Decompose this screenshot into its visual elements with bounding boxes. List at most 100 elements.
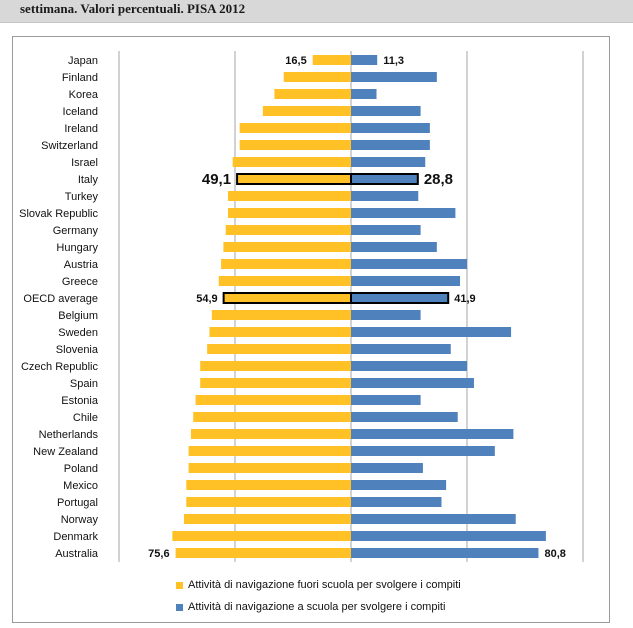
data-label-school-japan: 11,3: [383, 55, 404, 67]
category-label-iceland: Iceland: [63, 106, 98, 118]
category-label-korea: Korea: [69, 89, 99, 101]
bar-school-turkey: [351, 191, 419, 201]
bar-school-denmark: [351, 531, 546, 541]
bar-school-austria: [351, 259, 467, 269]
bar-outside-czech-republic: [200, 361, 351, 371]
legend-item-outside: Attività di navigazione fuori scuola per…: [176, 578, 596, 596]
category-label-ireland: Ireland: [64, 123, 98, 135]
data-label-outside-oecd-average: 54,9: [196, 293, 217, 305]
category-label-spain: Spain: [70, 378, 98, 390]
bar-outside-italy: [236, 173, 352, 185]
category-label-hungary: Hungary: [56, 242, 98, 254]
category-label-switzerland: Switzerland: [41, 140, 98, 152]
bar-outside-iceland: [262, 106, 351, 116]
bar-outside-sweden: [209, 327, 351, 337]
bar-outside-chile: [193, 412, 351, 422]
bar-school-netherlands: [351, 429, 514, 439]
data-label-school-oecd-average: 41,9: [454, 293, 475, 305]
category-label-slovak-republic: Slovak Republic: [19, 208, 98, 220]
bar-school-oecd-average: [350, 292, 450, 304]
category-label-denmark: Denmark: [53, 531, 98, 543]
bar-school-germany: [351, 225, 421, 235]
category-label-netherlands: Netherlands: [39, 429, 99, 441]
data-label-outside-japan: 16,5: [285, 55, 306, 67]
data-label-school-italy: 28,8: [424, 171, 453, 188]
bar-school-spain: [351, 378, 474, 388]
bar-outside-netherlands: [190, 429, 351, 439]
bar-outside-korea: [274, 89, 351, 99]
bar-outside-belgium: [211, 310, 351, 320]
chart-frame: Japan 16,5 11,3 Finland Korea Iceland Ireland S…: [12, 36, 610, 623]
bar-school-japan: [351, 55, 378, 65]
category-label-mexico: Mexico: [63, 480, 98, 492]
bar-school-greece: [351, 276, 461, 286]
bar-outside-austria: [221, 259, 351, 269]
category-label-estonia: Estonia: [61, 395, 99, 407]
bar-school-australia: [351, 548, 539, 558]
category-label-austria: Austria: [64, 259, 99, 271]
bar-outside-slovak-republic: [228, 208, 351, 218]
bar-outside-hungary: [223, 242, 351, 252]
legend-label-school: Attività di navigazione a scuola per svo…: [188, 601, 446, 613]
bar-school-finland: [351, 72, 437, 82]
category-label-greece: Greece: [62, 276, 98, 288]
category-label-new-zealand: New Zealand: [33, 446, 98, 458]
bar-school-korea: [351, 89, 377, 99]
bar-outside-greece: [218, 276, 351, 286]
bar-outside-slovenia: [207, 344, 351, 354]
legend-label-outside: Attività di navigazione fuori scuola per…: [188, 579, 461, 591]
category-label-sweden: Sweden: [58, 327, 98, 339]
bar-school-portugal: [351, 497, 442, 507]
bar-school-new-zealand: [351, 446, 495, 456]
category-label-poland: Poland: [64, 463, 98, 475]
bar-outside-portugal: [186, 497, 351, 507]
bar-outside-spain: [200, 378, 351, 388]
bar-outside-australia: [175, 548, 351, 558]
category-label-australia: Australia: [55, 548, 99, 560]
bar-outside-finland: [283, 72, 351, 82]
bar-outside-switzerland: [239, 140, 351, 150]
bar-school-ireland: [351, 123, 430, 133]
bar-school-israel: [351, 157, 426, 167]
category-label-japan: Japan: [68, 55, 98, 67]
category-label-portugal: Portugal: [57, 497, 98, 509]
bar-school-czech-republic: [351, 361, 467, 371]
bar-outside-germany: [225, 225, 351, 235]
data-label-outside-italy: 49,1: [202, 171, 231, 188]
bar-outside-turkey: [228, 191, 351, 201]
category-label-turkey: Turkey: [65, 191, 99, 203]
bar-outside-ireland: [239, 123, 351, 133]
bar-school-italy: [350, 173, 419, 185]
bar-outside-poland: [188, 463, 351, 473]
category-label-slovenia: Slovenia: [56, 344, 99, 356]
bar-school-iceland: [351, 106, 421, 116]
bar-outside-denmark: [172, 531, 351, 541]
category-label-chile: Chile: [73, 412, 98, 424]
bar-outside-israel: [232, 157, 351, 167]
diverging-bar-chart: Japan 16,5 11,3 Finland Korea Iceland Ireland S…: [19, 51, 584, 562]
category-label-italy: Italy: [78, 174, 99, 186]
bar-school-estonia: [351, 395, 421, 405]
bar-outside-oecd-average: [222, 292, 352, 304]
legend-swatch-school: [176, 604, 183, 611]
category-label-finland: Finland: [62, 72, 98, 84]
bar-school-poland: [351, 463, 423, 473]
category-label-israel: Israel: [71, 157, 98, 169]
category-label-germany: Germany: [53, 225, 99, 237]
data-label-outside-australia: 75,6: [148, 548, 169, 560]
bar-school-hungary: [351, 242, 437, 252]
bar-school-slovak-republic: [351, 208, 456, 218]
bar-school-switzerland: [351, 140, 430, 150]
bar-school-chile: [351, 412, 458, 422]
figure-caption-bar: settimana. Valori percentuali. PISA 2012: [0, 0, 633, 23]
category-label-belgium: Belgium: [58, 310, 98, 322]
bar-school-norway: [351, 514, 516, 524]
bar-outside-norway: [183, 514, 351, 524]
bar-outside-mexico: [186, 480, 351, 490]
bar-school-slovenia: [351, 344, 451, 354]
bar-school-belgium: [351, 310, 421, 320]
category-label-norway: Norway: [61, 514, 99, 526]
category-label-oecd-average: OECD average: [23, 293, 98, 305]
bar-outside-japan: [312, 55, 351, 65]
legend-item-school: Attività di navigazione a scuola per svo…: [176, 600, 596, 618]
